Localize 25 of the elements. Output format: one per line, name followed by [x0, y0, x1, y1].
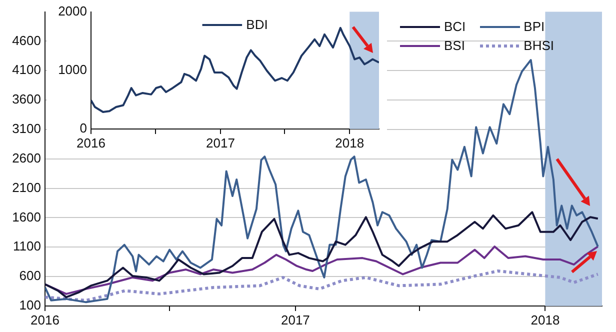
y-tick-label: 600: [19, 268, 41, 284]
x-tick-label: 2016: [76, 135, 106, 150]
y-tick-label: 1000: [58, 62, 87, 77]
y-tick-label: 3600: [12, 92, 41, 107]
y-tick-label: 4100: [12, 62, 41, 78]
y-tick-label: 4600: [12, 32, 41, 48]
x-tick-label: 2018: [530, 312, 560, 328]
legend-label: BDI: [246, 17, 268, 32]
legend-label: BHSI: [524, 38, 554, 53]
legend-label: BSI: [444, 38, 465, 53]
y-tick-label: 2000: [58, 3, 87, 18]
legend-label: BCI: [444, 19, 466, 34]
legend-label: BPI: [524, 19, 545, 34]
x-tick-label: 2017: [206, 135, 235, 150]
x-tick-label: 2018: [335, 135, 364, 150]
y-tick-label: 3100: [12, 121, 41, 136]
y-tick-label: 2100: [12, 180, 41, 195]
line-series: [45, 269, 600, 302]
y-tick-label: 100: [19, 298, 41, 313]
y-tick-label: 2600: [12, 150, 41, 166]
y-tick-label: 1100: [13, 238, 41, 254]
x-tick-label: 2017: [280, 312, 310, 328]
y-tick-label: 0: [80, 120, 87, 136]
x-tick-label: 2016: [30, 312, 60, 328]
y-tick-label: 1600: [12, 209, 41, 224]
